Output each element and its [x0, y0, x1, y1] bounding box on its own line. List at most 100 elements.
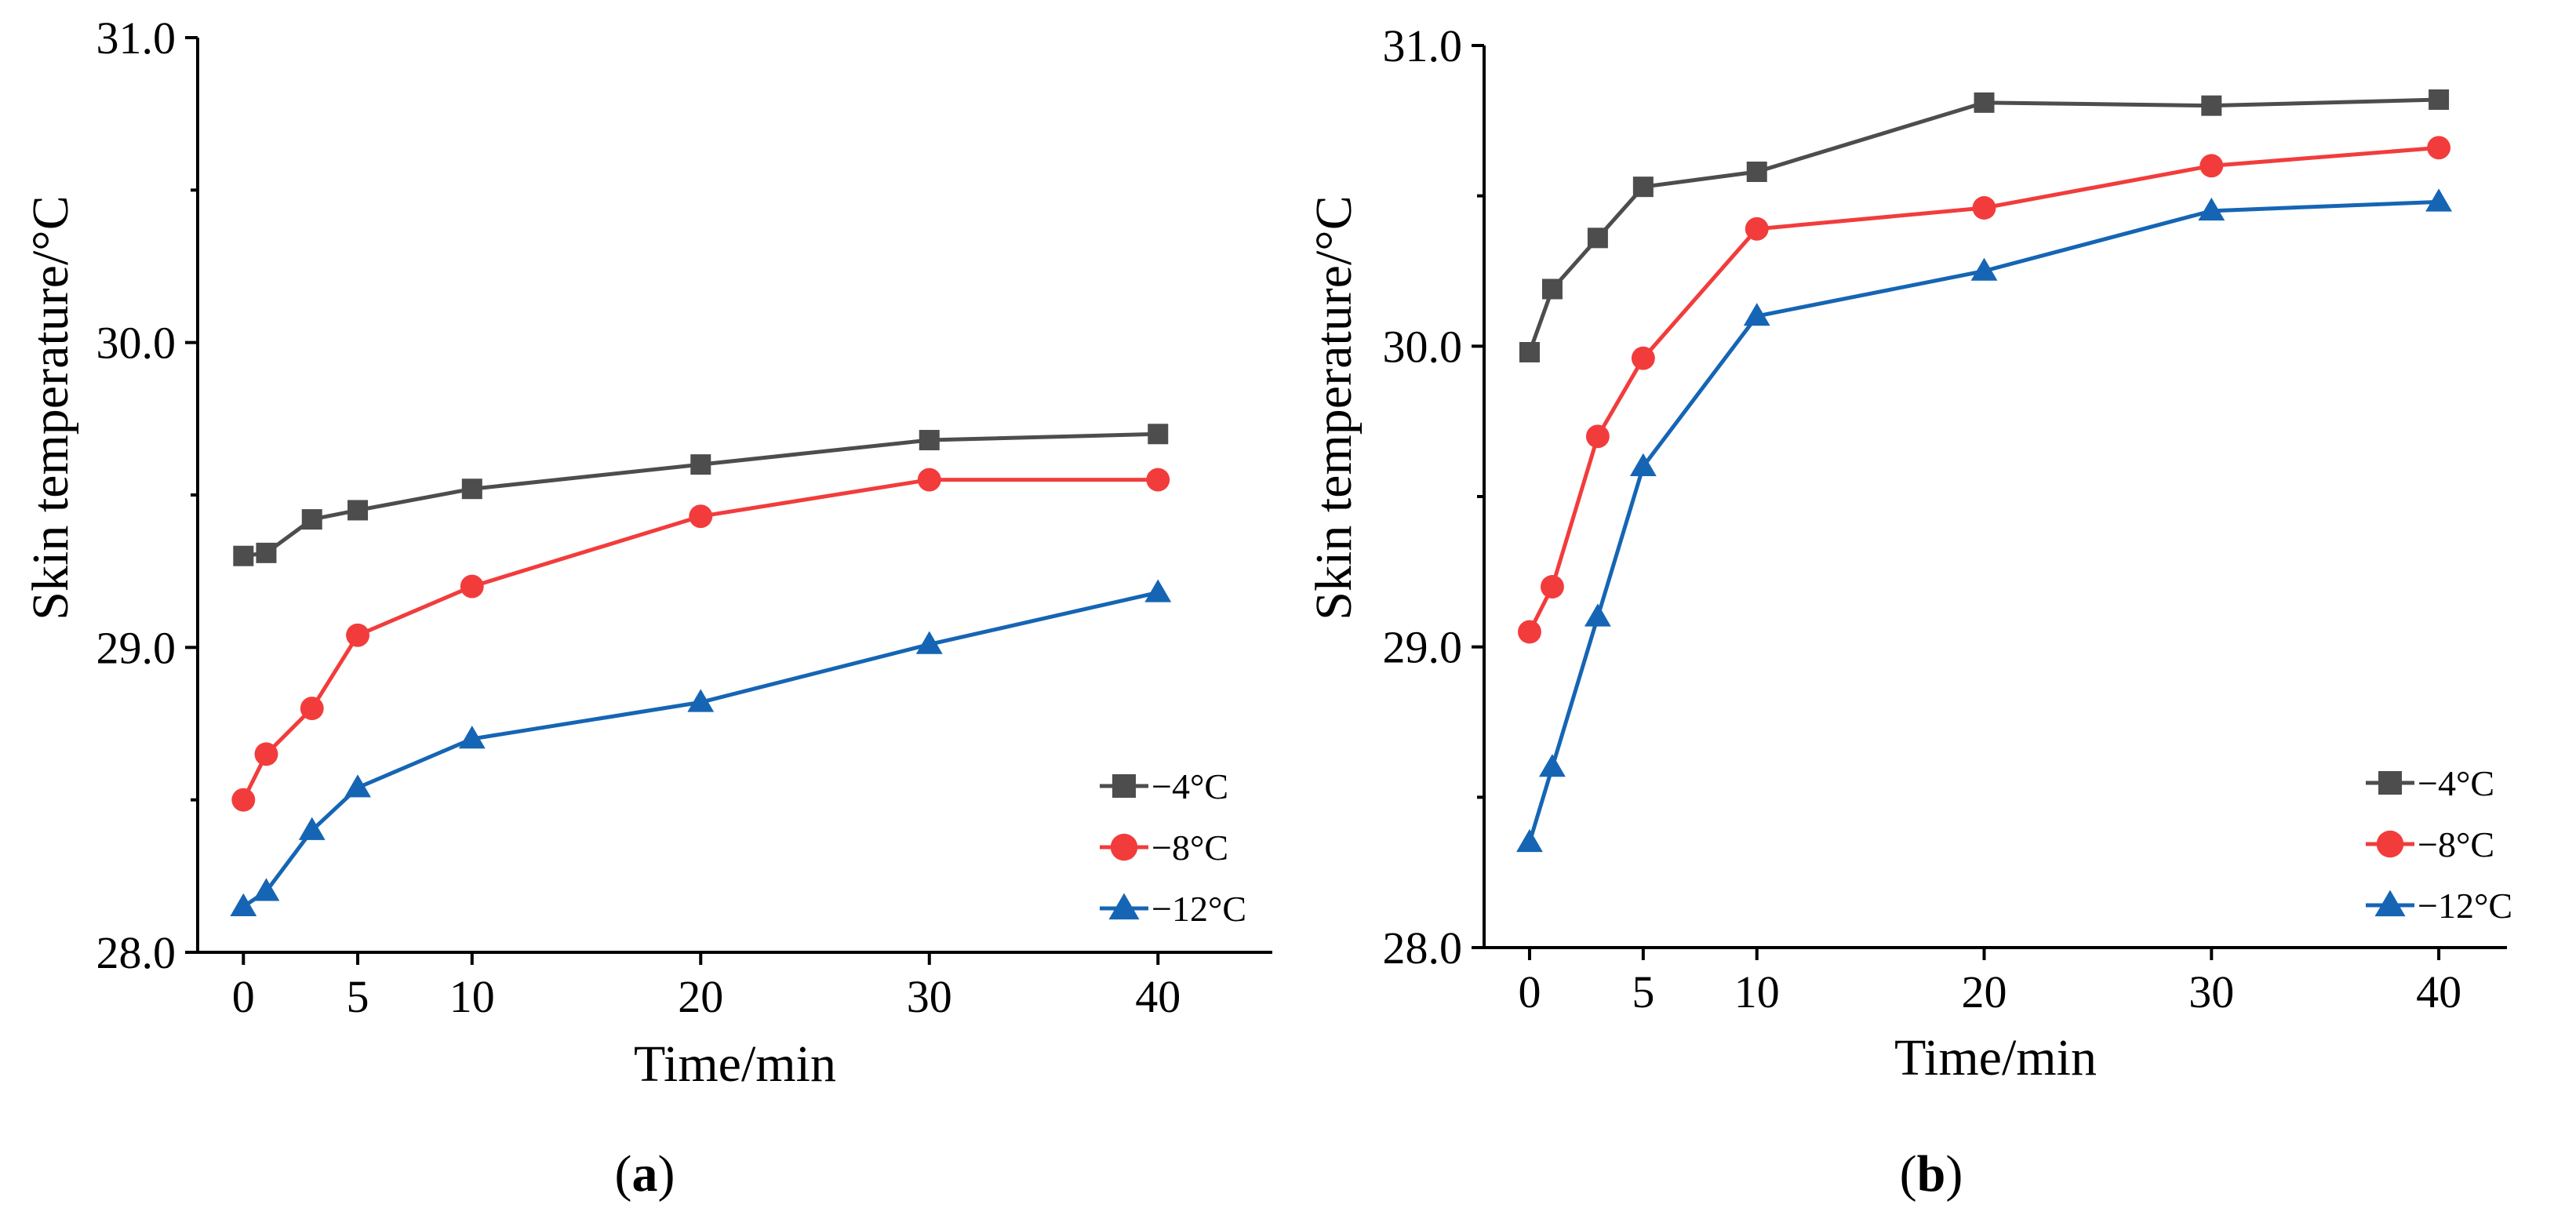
legend-entry-1: −4°C [1100, 766, 1228, 806]
y-tick-label: 30.0 [96, 318, 176, 369]
legend-entry-3: −12°C [1100, 889, 1246, 929]
x-tick-label: 20 [1962, 966, 2007, 1017]
legend-swatch-marker [1110, 833, 1138, 861]
legend-entry-3: −12°C [2366, 886, 2512, 926]
data-point [1974, 92, 1995, 113]
data-point [1632, 176, 1654, 198]
legend-label: −4°C [2418, 763, 2494, 803]
chart-panel-b: 28.0 29.0 30.0 31.0 0 5 10 20 30 40 Time/min Skin t… [1305, 20, 2512, 1086]
data-point [1519, 342, 1540, 362]
panel-label-b: (b) [1900, 1145, 1963, 1203]
legend-swatch-marker [2374, 890, 2406, 917]
data-point [1629, 453, 1657, 476]
legend-entry-2: −8°C [2366, 824, 2494, 864]
data-point [1587, 227, 1608, 249]
data-point [2198, 197, 2225, 221]
data-point [1539, 754, 1566, 777]
data-point [256, 542, 277, 563]
chart-panel-a: 28.0 29.0 30.0 31.0 0 5 10 20 30 40 Time/min Skin t… [22, 13, 1272, 1093]
legend-entry-2: −8°C [1100, 828, 1228, 868]
data-point [1972, 196, 1996, 220]
data-point [1631, 346, 1655, 370]
data-point [690, 454, 711, 475]
data-point [689, 504, 713, 529]
legend-swatch-marker [1108, 893, 1140, 920]
panel-label-a-letter: a [632, 1145, 658, 1203]
data-point [1148, 424, 1169, 445]
y-tick-label: 28.0 [96, 927, 176, 978]
y-axis-label: Skin temperature/°C [1305, 195, 1363, 620]
y-tick-label: 29.0 [96, 622, 176, 673]
data-point [301, 509, 322, 530]
data-point [1584, 603, 1611, 627]
x-tick-label: 20 [678, 971, 723, 1022]
series-2 [231, 468, 1170, 812]
legend-entry-1: −4°C [2366, 763, 2494, 803]
data-point [1146, 468, 1170, 492]
data-point [2425, 188, 2452, 212]
panel-label-b-close: ) [1945, 1145, 1963, 1203]
data-point [2201, 95, 2222, 116]
legend-label: −8°C [1152, 828, 1228, 868]
data-point [233, 545, 254, 566]
data-point [461, 479, 482, 500]
y-tick-label: 31.0 [96, 13, 176, 64]
data-point [231, 788, 256, 812]
series-line [242, 590, 1159, 908]
data-point [2427, 136, 2451, 160]
y-tick-label: 28.0 [1383, 923, 1463, 973]
data-point [917, 468, 941, 492]
x-tick-label: 0 [232, 971, 255, 1022]
data-point [1518, 620, 1541, 644]
data-point [2429, 89, 2450, 110]
data-point [346, 623, 369, 647]
x-axis-label: Time/min [634, 1035, 836, 1093]
x-tick-label: 30 [907, 971, 952, 1022]
y-tick-label: 31.0 [1383, 20, 1463, 71]
x-tick-label: 40 [2416, 966, 2461, 1017]
data-point [915, 631, 943, 654]
data-point [458, 726, 486, 749]
data-point [254, 742, 278, 766]
data-point [687, 689, 715, 712]
legend-label: −4°C [1152, 766, 1228, 806]
data-point [300, 697, 324, 721]
panel-label-a-close: ) [658, 1145, 675, 1203]
data-point [1585, 424, 1610, 449]
y-tick-label: 29.0 [1383, 622, 1463, 673]
legend-swatch-marker [2378, 771, 2402, 795]
x-axis-label: Time/min [1894, 1029, 2097, 1086]
series-2 [1518, 136, 2451, 644]
panel-label-a: (a) [615, 1145, 675, 1203]
y-tick-label: 30.0 [1383, 321, 1463, 372]
data-point [1540, 575, 1564, 599]
data-point [919, 430, 940, 451]
data-point [1970, 257, 1998, 281]
y-axis-label: Skin temperature/°C [22, 195, 79, 620]
data-point [1516, 828, 1543, 853]
data-point [460, 574, 484, 599]
data-point [253, 878, 280, 901]
series-line [1527, 145, 2440, 633]
panel-label-a-open: ( [615, 1145, 632, 1203]
data-point [1144, 579, 1172, 602]
x-tick-label: 40 [1135, 971, 1181, 1022]
x-tick-label: 10 [449, 971, 495, 1022]
series-1 [233, 424, 1169, 566]
x-tick-label: 10 [1734, 966, 1780, 1017]
data-point [344, 774, 371, 798]
series-line [1527, 199, 2440, 843]
data-point [230, 893, 257, 916]
panel-label-b-open: ( [1900, 1145, 1917, 1203]
series-1 [1519, 89, 2450, 362]
legend-swatch-marker [2376, 830, 2404, 858]
data-point [1745, 217, 1769, 241]
panel-label-b-letter: b [1917, 1145, 1946, 1203]
data-point [1743, 303, 1770, 326]
data-point [1746, 162, 1767, 182]
x-tick-label: 30 [2189, 966, 2234, 1017]
legend-swatch-marker [1112, 774, 1136, 798]
series-3 [1516, 188, 2452, 853]
legend-label: −12°C [1152, 889, 1246, 929]
legend-label: −12°C [2418, 886, 2512, 926]
